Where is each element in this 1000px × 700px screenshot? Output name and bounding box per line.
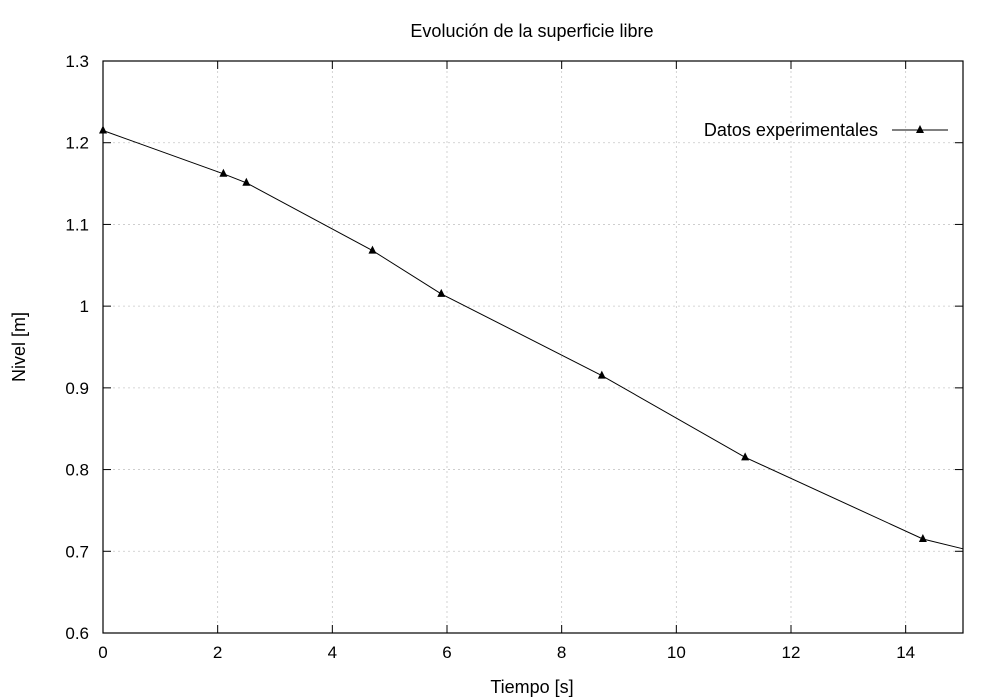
- x-tick-label: 14: [896, 643, 915, 662]
- x-tick-label: 12: [782, 643, 801, 662]
- data-point-marker: [219, 168, 228, 177]
- x-tick-label: 4: [328, 643, 337, 662]
- y-tick-label: 0.8: [65, 461, 89, 480]
- x-tick-label: 6: [442, 643, 451, 662]
- data-point-marker: [242, 177, 251, 186]
- y-tick-label: 1.3: [65, 52, 89, 71]
- y-tick-label: 1: [80, 297, 89, 316]
- axis-ticks: 0 2 4 6 8 10 12 14 0.6 0.7 0.8 0.9 1 1.1 1.2 1.3: [65, 52, 963, 662]
- series-line: [102, 130, 964, 550]
- series-layer: [99, 125, 964, 550]
- x-axis-title: Tiempo [s]: [490, 677, 573, 697]
- plot-area-frame: [102, 60, 964, 634]
- y-tick-label: 0.7: [65, 542, 89, 561]
- grid: [103, 61, 963, 633]
- data-point-marker: [437, 288, 446, 297]
- x-tick-label: 2: [213, 643, 222, 662]
- legend: Datos experimentales: [704, 120, 948, 140]
- chart-title: Evolución de la superficie libre: [410, 21, 653, 41]
- x-tick-label: 8: [557, 643, 566, 662]
- y-tick-label: 1.2: [65, 134, 89, 153]
- data-point-marker: [368, 245, 377, 254]
- y-tick-label: 0.9: [65, 379, 89, 398]
- x-tick-label: 10: [667, 643, 686, 662]
- legend-marker-triangle: [916, 125, 924, 133]
- x-tick-label: 0: [98, 643, 107, 662]
- legend-label: Datos experimentales: [704, 120, 878, 140]
- y-tick-label: 1.1: [65, 215, 89, 234]
- data-point-marker: [741, 452, 750, 461]
- y-axis-title: Nivel [m]: [9, 312, 29, 382]
- data-point-marker: [918, 534, 927, 543]
- data-point-marker: [597, 370, 606, 379]
- y-tick-label: 0.6: [65, 624, 89, 643]
